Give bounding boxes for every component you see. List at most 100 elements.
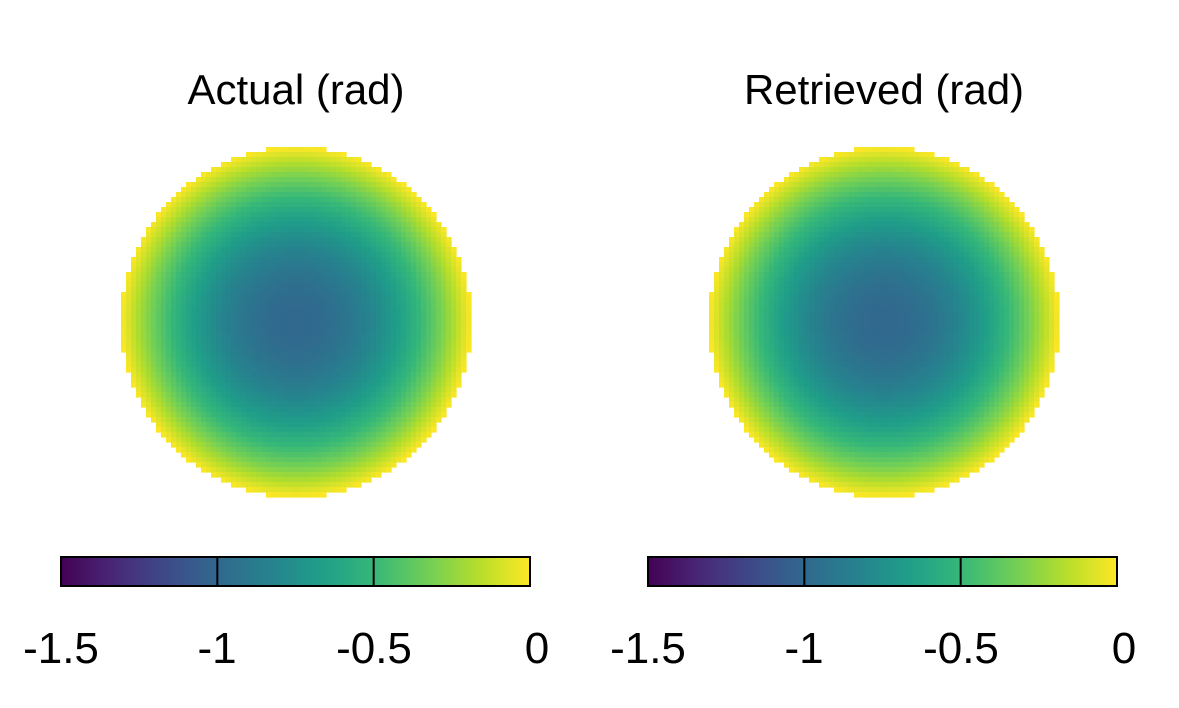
heatmap-cell [241,157,247,163]
heatmap-cell [331,377,337,383]
heatmap-cell [371,297,377,303]
heatmap-cell [754,407,760,413]
heatmap-cell [156,222,162,228]
heatmap-cell [146,307,152,313]
heatmap-cell [774,317,780,323]
heatmap-cell [171,407,177,413]
heatmap-cell [266,382,272,388]
heatmap-cell [356,172,362,178]
heatmap-cell [276,257,282,263]
heatmap-cell [764,227,770,233]
heatmap-cell [779,232,785,238]
heatmap-cell [276,332,282,338]
heatmap-cell [461,272,467,278]
heatmap-cell [166,257,172,263]
heatmap-cell [714,337,720,343]
heatmap-cell [176,447,182,453]
heatmap-cell [186,302,192,308]
heatmap-cell [136,342,142,348]
heatmap-cell [326,412,332,418]
heatmap-cell [441,242,447,248]
heatmap-cell [346,367,352,373]
heatmap-cell [161,227,167,233]
heatmap-cell [136,302,142,308]
heatmap-cell [176,347,182,353]
heatmap-cell [251,177,257,183]
heatmap-cell [749,212,755,218]
heatmap-cell [466,292,472,298]
heatmap-cell [804,167,810,173]
heatmap-cell [739,257,745,263]
heatmap-cell [321,162,327,168]
heatmap-cell [171,212,177,218]
heatmap-cell [281,257,287,263]
heatmap-cell [251,157,257,163]
heatmap-cell [281,162,287,168]
heatmap-cell [251,462,257,468]
heatmap-cell [186,457,192,463]
heatmap-cell [331,352,337,358]
heatmap-cell [386,362,392,368]
heatmap-cell [709,342,715,348]
heatmap-cell [246,447,252,453]
heatmap-cell [221,167,227,173]
heatmap-cell [769,392,775,398]
heatmap-cell [739,337,745,343]
heatmap-cell [336,167,342,173]
heatmap-cell [166,322,172,328]
heatmap-cell [451,317,457,323]
heatmap-cell [416,412,422,418]
heatmap-cell [799,357,805,363]
heatmap-cell [206,262,212,268]
heatmap-cell [406,347,412,353]
heatmap-cell [396,312,402,318]
heatmap-cell [386,177,392,183]
heatmap-cell [271,332,277,338]
heatmap-cell [401,422,407,428]
heatmap-cell [356,207,362,213]
heatmap-cell [311,442,317,448]
heatmap-cell [226,412,232,418]
heatmap-cell [306,412,312,418]
heatmap-cell [451,267,457,273]
heatmap-cell [789,367,795,373]
heatmap-cell [401,352,407,358]
heatmap-cell [271,217,277,223]
heatmap-cell [286,427,292,433]
heatmap-cell [306,312,312,318]
heatmap-cell [231,477,237,483]
heatmap-cell [366,307,372,313]
heatmap-cell [804,202,810,208]
heatmap-cell [734,312,740,318]
heatmap-cell [436,397,442,403]
heatmap-cell [376,302,382,308]
heatmap-cell [361,447,367,453]
heatmap-cell [824,172,830,178]
heatmap-cell [386,252,392,258]
heatmap-cell [356,377,362,383]
heatmap-cell [401,377,407,383]
heatmap-cell [729,362,735,368]
heatmap-cell [789,177,795,183]
heatmap-cell [241,447,247,453]
heatmap-cell [416,222,422,228]
heatmap-cell [779,297,785,303]
heatmap-cell [764,382,770,388]
heatmap-cell [719,272,725,278]
heatmap-cell [291,372,297,378]
heatmap-cell [161,367,167,373]
heatmap-cell [416,232,422,238]
heatmap-cell [361,262,367,268]
heatmap-cell [779,442,785,448]
heatmap-cell [331,412,337,418]
heatmap-cell [241,192,247,198]
heatmap-cell [326,332,332,338]
heatmap-cell [754,437,760,443]
heatmap-cell [186,337,192,343]
heatmap-cell [266,222,272,228]
heatmap-cell [246,427,252,433]
heatmap-cell [724,252,730,258]
heatmap-cell [311,287,317,293]
heatmap-cell [401,287,407,293]
heatmap-cell [789,362,795,368]
